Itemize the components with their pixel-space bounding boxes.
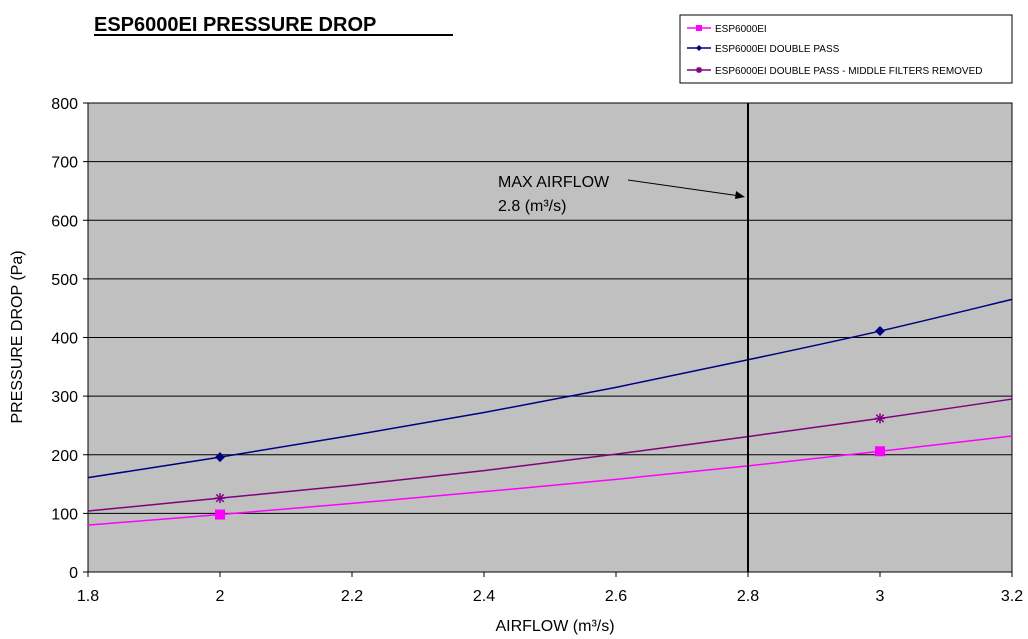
- x-tick-label: 1.8: [77, 588, 99, 605]
- x-tick-label: 3: [876, 588, 885, 605]
- data-point: [215, 509, 225, 520]
- legend-label: ESP6000EI: [715, 24, 767, 35]
- y-tick-label: 200: [51, 448, 78, 465]
- data-point: [875, 326, 885, 337]
- y-tick-label: 0: [69, 565, 78, 582]
- y-tick-label: 700: [51, 155, 78, 172]
- y-tick-label: 400: [51, 331, 78, 348]
- data-point: [696, 45, 702, 51]
- max-airflow-reference: MAX AIRFLOW 2.8 (m³/s): [498, 103, 749, 572]
- x-tick-label: 2.2: [341, 588, 363, 605]
- series-line: [87, 435, 1013, 526]
- data-point: [215, 493, 225, 504]
- data-point: [215, 452, 225, 463]
- x-tick-label: 2.6: [605, 588, 627, 605]
- x-tick-label: 2.8: [737, 588, 759, 605]
- legend-entry: ESP6000EI: [687, 24, 767, 35]
- series-line: [87, 398, 1013, 512]
- annotation-arrow-line: [627, 179, 741, 197]
- chart-title: ESP6000EI PRESSURE DROP: [94, 14, 376, 36]
- series-markers: [215, 326, 885, 520]
- series-line: [87, 298, 1013, 479]
- max-airflow-value: 2.8 (m³/s): [498, 198, 566, 215]
- data-point: [696, 67, 702, 73]
- y-tick-label: 800: [51, 96, 78, 113]
- legend-label: ESP6000EI DOUBLE PASS: [715, 44, 840, 55]
- data-point: [875, 413, 885, 424]
- legend-box: [679, 14, 1013, 84]
- series-lines: [87, 298, 1013, 526]
- x-tick-label: 2: [216, 588, 225, 605]
- y-axis-ticks: 0 100 200 300 400 500 600 700 800: [51, 96, 88, 582]
- y-tick-label: 300: [51, 389, 78, 406]
- x-axis-ticks: 1.8 2 2.2 2.4 2.6 2.8 3 3.2: [77, 572, 1023, 605]
- x-tick-label: 3.2: [1001, 588, 1023, 605]
- y-tick-label: 100: [51, 506, 78, 523]
- legend-label: ESP6000EI DOUBLE PASS - MIDDLE FILTERS R…: [715, 66, 983, 77]
- legend: ESP6000EI ESP6000EI DOUBLE PASS ESP6000EI …: [679, 14, 1013, 84]
- max-airflow-label: MAX AIRFLOW: [498, 174, 610, 191]
- y-tick-label: 500: [51, 272, 78, 289]
- y-tick-label: 600: [51, 213, 78, 230]
- legend-entry: ESP6000EI DOUBLE PASS - MIDDLE FILTERS R…: [687, 66, 983, 77]
- data-point: [875, 446, 885, 457]
- x-tick-label: 2.4: [473, 588, 495, 605]
- legend-entry: ESP6000EI DOUBLE PASS: [687, 44, 840, 55]
- data-point: [696, 25, 702, 31]
- annotation-arrowhead: [735, 191, 745, 199]
- y-axis-label: PRESSURE DROP (Pa): [9, 250, 26, 423]
- x-axis-label: AIRFLOW (m³/s): [495, 618, 614, 635]
